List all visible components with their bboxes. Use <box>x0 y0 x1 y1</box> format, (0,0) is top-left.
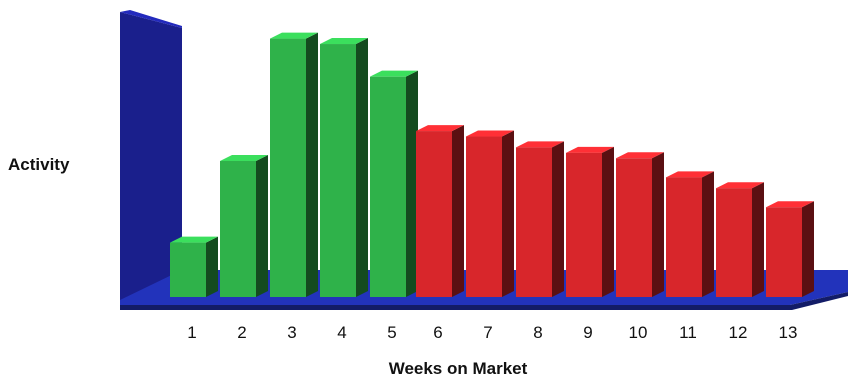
x-tick-labels: 1 2 3 4 5 6 7 8 9 10 11 12 13 <box>187 323 797 342</box>
x-tick-label: 10 <box>629 323 648 342</box>
x-tick-label: 7 <box>483 323 492 342</box>
x-tick-label: 5 <box>387 323 396 342</box>
x-tick-label: 2 <box>237 323 246 342</box>
bar-front <box>170 242 206 297</box>
bar-side <box>702 171 714 297</box>
bar-side <box>752 182 764 297</box>
bar-side <box>356 38 368 297</box>
bar-side <box>552 141 564 297</box>
bar <box>270 32 318 297</box>
bar-front <box>370 76 406 298</box>
x-tick-label: 8 <box>533 323 542 342</box>
x-tick-label: 12 <box>729 323 748 342</box>
bar-front <box>220 161 256 297</box>
x-tick-label: 13 <box>779 323 798 342</box>
bar-side <box>802 201 814 297</box>
bar <box>766 201 814 297</box>
bar-front <box>416 131 452 297</box>
bar <box>320 38 368 297</box>
bar-side <box>256 155 268 297</box>
bar-top <box>566 146 614 153</box>
bar-front <box>666 177 702 297</box>
bar-front <box>516 147 552 297</box>
bar <box>466 130 514 297</box>
bar-front <box>320 44 356 297</box>
x-tick-label: 6 <box>433 323 442 342</box>
bar-front <box>766 207 802 297</box>
bar-side <box>306 32 318 297</box>
bar <box>566 146 614 297</box>
bar <box>220 155 268 297</box>
bar <box>666 171 714 297</box>
bar-top <box>416 125 464 132</box>
bar-top <box>466 130 514 137</box>
bar <box>616 152 664 297</box>
bar-side <box>502 130 514 297</box>
back-wall-top <box>120 10 182 28</box>
y-axis-title: Activity <box>8 155 70 174</box>
back-wall-face <box>120 12 182 300</box>
x-tick-label: 11 <box>679 323 697 342</box>
bar-top <box>616 152 664 159</box>
bar-top <box>320 38 368 45</box>
bar <box>370 70 418 298</box>
bar-top <box>270 32 318 39</box>
bar <box>416 125 464 297</box>
bar-top <box>516 141 564 148</box>
bar-front <box>466 136 502 297</box>
bar-top <box>370 70 418 77</box>
bar-front <box>716 188 752 297</box>
x-axis-title: Weeks on Market <box>389 359 528 378</box>
bar-top <box>220 155 268 161</box>
x-tick-label: 3 <box>287 323 296 342</box>
bar-top <box>716 182 764 189</box>
x-tick-label: 4 <box>337 323 346 342</box>
bar-side <box>452 125 464 297</box>
bar-side <box>406 70 418 298</box>
bar-side <box>206 236 218 297</box>
bar <box>170 236 218 297</box>
bar-top <box>170 236 218 243</box>
bar <box>516 141 564 297</box>
x-tick-label: 9 <box>583 323 592 342</box>
bar-front <box>270 38 306 297</box>
bars <box>170 32 814 298</box>
bar-front <box>566 152 602 297</box>
bar-side <box>602 146 614 297</box>
x-tick-label: 1 <box>187 323 196 342</box>
bar-side <box>652 152 664 297</box>
back-wall <box>120 10 182 300</box>
bar <box>716 182 764 297</box>
floor-edge <box>120 292 848 310</box>
bar-top <box>766 201 814 208</box>
bar-front <box>616 158 652 297</box>
bar-top <box>666 171 714 178</box>
